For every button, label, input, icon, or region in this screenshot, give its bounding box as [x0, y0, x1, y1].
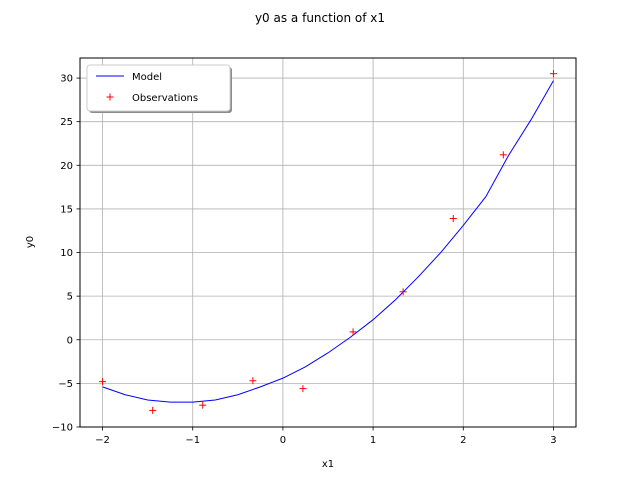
observation-point: [149, 406, 157, 414]
legend: Model Observations: [86, 64, 232, 113]
x-tick-label: 0: [280, 435, 286, 446]
observation-point: [99, 378, 107, 386]
observation-point: [349, 328, 357, 336]
observation-point: [399, 288, 407, 296]
model-line: [102, 80, 554, 403]
legend-label: Model: [132, 72, 162, 83]
observation-point: [299, 385, 307, 393]
y-axis-label: y0: [25, 236, 36, 248]
y-tick-label: −10: [52, 423, 73, 434]
observation-point: [199, 401, 207, 409]
observation-point: [449, 215, 457, 223]
legend-marker-swatch: [106, 93, 114, 101]
observation-point: [249, 377, 257, 385]
x-tick-label: −2: [95, 435, 110, 446]
chart-title: y0 as a function of x1: [255, 11, 385, 25]
x-tick-label: 3: [550, 435, 556, 446]
y-tick-label: 10: [60, 248, 73, 259]
y-tick-label: −5: [58, 379, 73, 390]
plot-area: [99, 70, 557, 414]
x-tick-label: −1: [185, 435, 200, 446]
y-tick-label: 25: [60, 117, 73, 128]
y-tick-label: 5: [67, 292, 73, 303]
x-tick-label: 2: [460, 435, 466, 446]
grid: [80, 58, 576, 428]
x-ticks: −2 −1 0 1 2 3: [95, 427, 557, 446]
x-axis-label: x1: [322, 459, 334, 470]
y-tick-label: 0: [67, 335, 73, 346]
x-tick-label: 1: [370, 435, 376, 446]
observation-point: [499, 151, 507, 159]
observation-point: [549, 70, 557, 78]
legend-label: Observations: [132, 93, 198, 104]
y-ticks: −10 −5 0 5 10 15 20 25 30: [52, 74, 80, 434]
y-tick-label: 30: [60, 74, 73, 85]
y-tick-label: 20: [60, 161, 73, 172]
y-tick-label: 15: [60, 204, 73, 215]
axes-frame: [79, 57, 577, 428]
